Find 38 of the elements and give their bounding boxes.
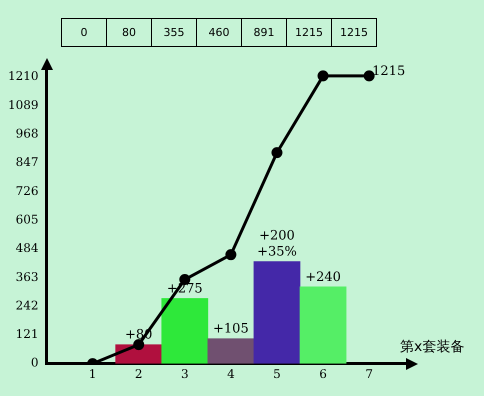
text: 0 bbox=[62, 18, 106, 46]
y-tick-label: 363 bbox=[16, 270, 39, 284]
x-axis-title: 第x套装备 bbox=[400, 339, 464, 356]
text: 355 bbox=[152, 18, 196, 46]
y-tick-label: 968 bbox=[16, 126, 39, 141]
data-label: 1215 bbox=[372, 64, 406, 79]
x-tick-label: 2 bbox=[134, 366, 143, 381]
text: 891 bbox=[242, 18, 286, 46]
bar bbox=[254, 261, 300, 364]
text: 1215 bbox=[332, 18, 376, 46]
bar bbox=[161, 298, 208, 364]
text: 80 bbox=[106, 18, 152, 46]
point bbox=[271, 147, 282, 158]
bar bbox=[300, 286, 346, 364]
x-tick-label: 4 bbox=[227, 366, 236, 381]
y-tick-label: 726 bbox=[16, 184, 39, 198]
annotation: +200 +35% bbox=[257, 228, 297, 260]
y-tick-label: 605 bbox=[16, 212, 39, 226]
annotation: +240 bbox=[305, 270, 341, 285]
y-tick-label: 1210 bbox=[8, 69, 39, 84]
text: 1215 bbox=[286, 18, 332, 46]
y-tick-label: 121 bbox=[16, 327, 39, 342]
y-tick-label: 847 bbox=[16, 155, 39, 170]
annotation: +105 bbox=[213, 322, 249, 337]
x-tick-label: 5 bbox=[273, 366, 281, 381]
point bbox=[364, 70, 375, 82]
y-tick-label: 0 bbox=[30, 356, 39, 370]
point bbox=[318, 70, 329, 82]
x-tick-label: 3 bbox=[180, 366, 189, 381]
x-tick-label: 1 bbox=[88, 366, 96, 381]
x-tick-label: 6 bbox=[319, 366, 327, 381]
text: 460 bbox=[196, 18, 242, 46]
bar bbox=[208, 338, 254, 364]
point bbox=[225, 249, 236, 260]
y-tick-label: 484 bbox=[16, 241, 39, 256]
y-tick-label: 1089 bbox=[8, 98, 39, 112]
y-tick-label: 242 bbox=[16, 298, 39, 312]
x-tick-label: 7 bbox=[365, 366, 373, 381]
